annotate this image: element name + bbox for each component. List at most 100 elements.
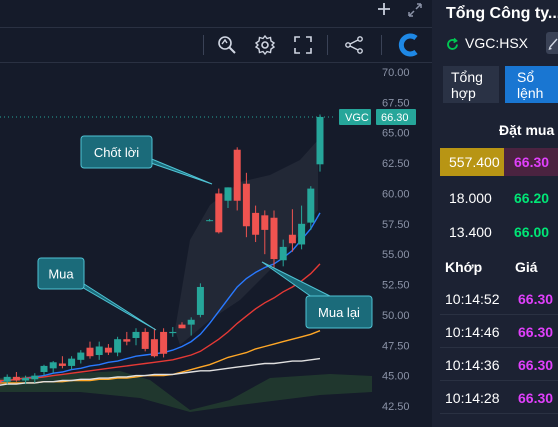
candle-body — [271, 218, 278, 259]
y-axis-tick-label: 70.00 — [382, 67, 410, 79]
chart-toolbar — [0, 27, 432, 63]
bid-volume: 557.400 — [449, 154, 500, 170]
share-icon[interactable] — [343, 34, 365, 56]
candle-body — [188, 320, 195, 325]
trade-time-header: Khớp — [445, 259, 482, 275]
y-axis-tick-label: 52.50 — [382, 280, 410, 292]
candle-body — [50, 362, 57, 368]
candle-body — [234, 150, 241, 201]
y-axis-tick-label: 45.00 — [382, 371, 410, 383]
y-axis-tick-label: 47.50 — [382, 340, 410, 352]
bid-row[interactable]: 18.000 66.20 — [440, 184, 558, 212]
price-chart[interactable]: 70.00 67.50 65.00 62.50 60.00 57.50 55.00 52.50… — [0, 0, 432, 427]
fullscreen-icon[interactable] — [292, 34, 314, 56]
trade-price: 66.30 — [518, 357, 553, 373]
candle-body — [215, 193, 222, 232]
company-name: Tổng Công ty... — [446, 5, 558, 23]
candle-body — [261, 215, 268, 230]
candle-body — [133, 332, 140, 338]
brand-logo-icon[interactable] — [396, 32, 422, 58]
volatility-band — [175, 140, 318, 345]
plus-icon[interactable] — [376, 1, 392, 17]
trade-price: 66.30 — [518, 390, 553, 406]
candle-body — [105, 348, 112, 353]
candle-body — [41, 366, 48, 372]
candle-body — [4, 377, 11, 382]
bid-price: 66.20 — [514, 190, 549, 206]
candle-body — [87, 348, 94, 357]
tab-general[interactable]: Tổng hợp — [443, 66, 499, 103]
toolbar-divider — [203, 35, 204, 55]
y-axis-tick-label: 62.50 — [382, 158, 410, 170]
toolbar-divider — [327, 35, 328, 55]
symbol-tag: VGC — [345, 112, 369, 124]
tab-orderbook[interactable]: Sổ lệnh — [505, 66, 558, 103]
rebuy-callout-pointer — [262, 262, 330, 300]
ticker-label: VGC:HSX — [465, 35, 528, 51]
bid-row[interactable]: 557.400 66.30 — [440, 148, 558, 176]
y-axis-tick-label: 42.50 — [382, 401, 410, 413]
candle-body — [31, 376, 38, 380]
toolbar-divider — [381, 35, 382, 55]
chart-panel[interactable]: 70.00 67.50 65.00 62.50 60.00 57.50 55.00 52.50… — [0, 0, 432, 427]
gear-icon[interactable] — [254, 34, 276, 56]
pencil-icon — [546, 32, 558, 54]
zoom-icon[interactable] — [216, 34, 238, 56]
bid-header: Đặt mua — [499, 122, 554, 138]
bid-row[interactable]: 13.400 66.00 — [440, 218, 558, 246]
trade-time: 10:14:36 — [445, 357, 500, 373]
candle-body — [13, 377, 20, 381]
candle-body — [142, 332, 149, 349]
expand-icon[interactable] — [406, 1, 424, 19]
trade-time: 10:14:28 — [445, 390, 500, 406]
trade-price-header: Giá — [515, 259, 538, 275]
candle-body — [160, 332, 167, 354]
candle-body — [169, 332, 176, 333]
take-profit-callout-label: Chốt lời — [94, 145, 139, 160]
candle-body — [252, 213, 259, 235]
refresh-icon[interactable] — [445, 37, 460, 52]
bid-volume: 18.000 — [449, 190, 492, 206]
trade-time: 10:14:46 — [445, 324, 500, 340]
candle-body — [298, 224, 305, 245]
last-price-tag: 66.30 — [381, 112, 409, 124]
top-toolbar — [0, 0, 432, 22]
candle-body — [0, 380, 2, 382]
candle-body — [206, 220, 213, 221]
bid-price: 66.00 — [514, 224, 549, 240]
candle-body — [22, 378, 29, 380]
bid-volume: 13.400 — [449, 224, 492, 240]
y-axis-tick-label: 55.00 — [382, 249, 410, 261]
candle-body — [68, 359, 75, 366]
side-panel: Tổng Công ty... VGC:HSX Tổng hợp Sổ lệnh… — [433, 0, 558, 427]
trade-time: 10:14:52 — [445, 291, 500, 307]
y-axis-tick-label: 50.00 — [382, 310, 410, 322]
candle-body — [96, 346, 103, 355]
candle-body — [280, 247, 287, 260]
trade-price: 66.30 — [518, 324, 553, 340]
candle-body — [151, 339, 158, 356]
trade-row[interactable]: 10:14:46 66.30 — [440, 317, 558, 348]
candle-body — [225, 187, 232, 200]
candle-body — [307, 189, 314, 223]
candle-body — [77, 353, 84, 360]
candle-body — [123, 339, 130, 341]
buy-callout-label: Mua — [48, 267, 74, 282]
candle-body — [317, 117, 324, 164]
bid-price: 66.30 — [514, 154, 549, 170]
trade-row[interactable]: 10:14:28 66.30 — [440, 383, 558, 414]
candle-body — [59, 363, 66, 365]
trade-row[interactable]: 10:14:52 66.30 — [440, 284, 558, 315]
candle-body — [243, 184, 250, 227]
rebuy-callout-label: Mua lại — [318, 305, 360, 320]
candle-body — [114, 339, 121, 352]
candle-body — [179, 325, 186, 329]
trade-price: 66.30 — [518, 291, 553, 307]
candle-body — [197, 287, 204, 315]
candle-body — [289, 235, 296, 244]
trade-row[interactable]: 10:14:36 66.30 — [440, 350, 558, 381]
y-axis-tick-label: 65.00 — [382, 128, 410, 140]
edit-button[interactable] — [546, 32, 558, 54]
cloud-band — [0, 371, 372, 412]
y-axis-tick-label: 57.50 — [382, 219, 410, 231]
